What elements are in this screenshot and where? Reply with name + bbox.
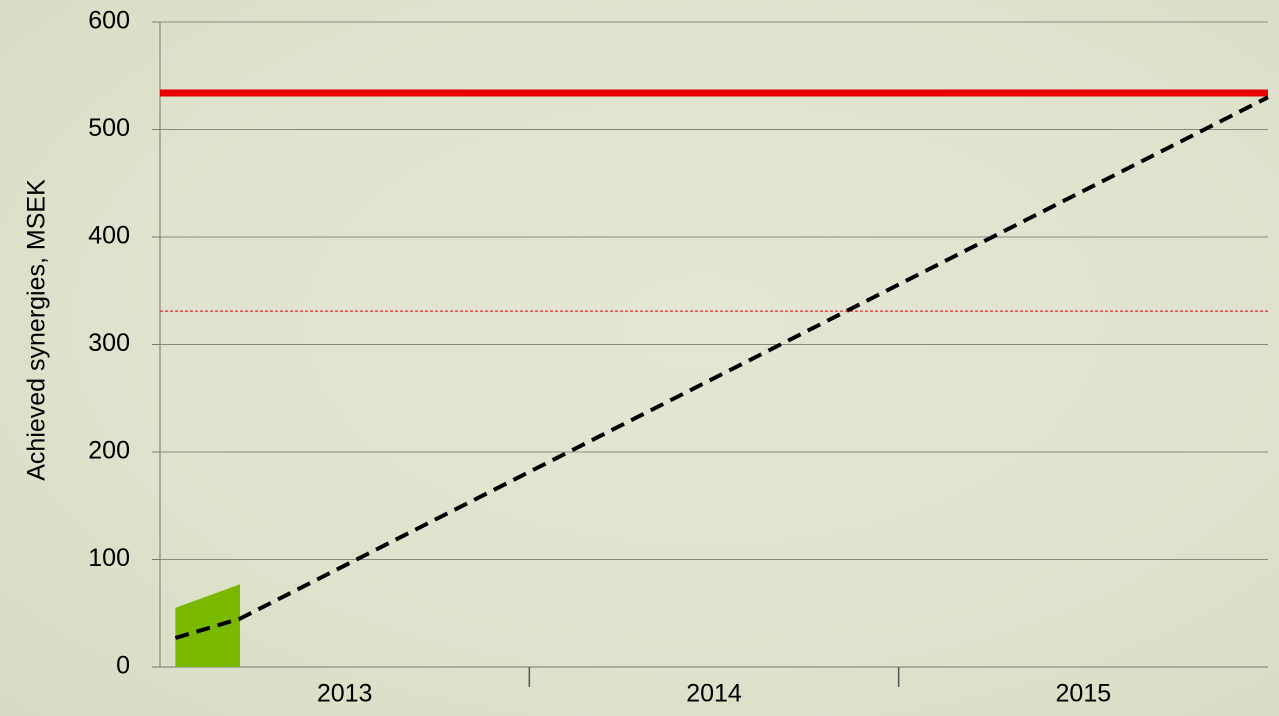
y-tick-label: 0	[116, 652, 130, 680]
y-tick-label: 300	[88, 329, 130, 357]
y-axis-label: Achieved synergies, MSEK	[23, 179, 51, 481]
x-tick-label: 2015	[1056, 680, 1112, 708]
x-tick-label: 2014	[686, 680, 742, 708]
y-tick-label: 400	[88, 222, 130, 250]
y-tick-label: 200	[88, 437, 130, 465]
chart: Achieved synergies, MSEK 0 100 200 300 400 50…	[0, 0, 1279, 716]
y-tick-label: 500	[88, 114, 130, 142]
y-tick-label: 600	[88, 7, 130, 35]
x-tick-label: 2013	[317, 680, 373, 708]
y-tick-label: 100	[88, 544, 130, 572]
